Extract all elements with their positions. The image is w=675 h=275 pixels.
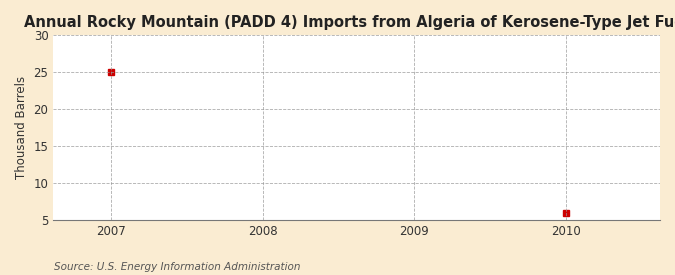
Y-axis label: Thousand Barrels: Thousand Barrels bbox=[15, 76, 28, 179]
Text: Source: U.S. Energy Information Administration: Source: U.S. Energy Information Administ… bbox=[54, 262, 300, 272]
Title: Annual Rocky Mountain (PADD 4) Imports from Algeria of Kerosene-Type Jet Fuel: Annual Rocky Mountain (PADD 4) Imports f… bbox=[24, 15, 675, 30]
